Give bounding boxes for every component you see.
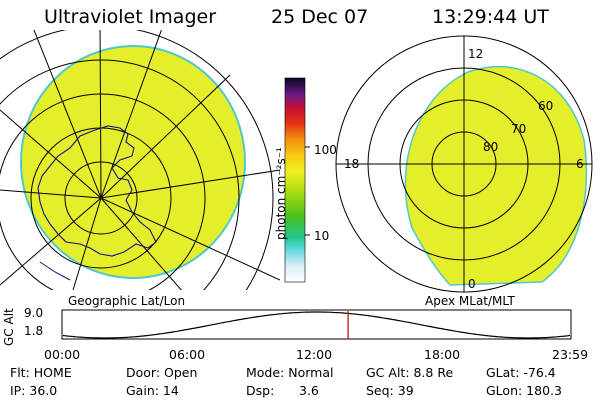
left-panel-caption: Geographic Lat/Lon (68, 294, 186, 308)
altitude-curve (62, 311, 571, 339)
mlt-label-6: 6 (576, 157, 584, 171)
uv-image-disk (20, 45, 246, 279)
altitude-tick-bottom: 1.8 (24, 324, 44, 338)
mlt-label-12: 12 (468, 47, 483, 61)
status-mode: Mode: Normal (246, 365, 334, 380)
colorbar-tick-100: 100 (314, 143, 337, 157)
status-glon: GLon: 180.3 (486, 383, 562, 398)
status-glat: GLat: -76.4 (486, 365, 556, 380)
time-tick-1200: 12:00 (296, 347, 333, 362)
status-dsp-value: 3.6 (299, 383, 319, 398)
time-tick-0600: 06:00 (169, 347, 206, 362)
geographic-image-panel (0, 30, 280, 290)
status-door: Door: Open (126, 365, 198, 380)
coastline (37, 125, 157, 257)
time-tick-2359: 23:59 (552, 347, 589, 362)
mlt-label-18: 18 (344, 157, 359, 171)
status-seq: Seq: 39 (366, 383, 414, 398)
status-gain: Gain: 14 (126, 383, 179, 398)
altitude-tick-top: 9.0 (24, 306, 44, 320)
status-ip: IP: 36.0 (10, 383, 58, 398)
status-gc-alt: GC Alt: 8.8 Re (366, 365, 454, 380)
longitude-lines (0, 30, 280, 290)
altitude-plot (61, 309, 572, 340)
coastline-fragment (39, 261, 71, 281)
instrument-title: Ultraviolet Imager (44, 6, 217, 28)
mlat-label-60: 60 (538, 99, 553, 113)
colorbar-tick-10: 10 (314, 229, 330, 243)
mlt-lines (336, 36, 592, 292)
right-panel-caption: Apex MLat/MLT (425, 294, 515, 308)
altitude-axis-label: GC Alt (2, 308, 16, 346)
mlat-label-80: 80 (483, 140, 498, 154)
date-label: 25 Dec 07 (271, 6, 369, 28)
time-label: 13:29:44 UT (432, 6, 549, 28)
time-tick-0000: 00:00 (44, 347, 81, 362)
altitude-plot-frame (61, 309, 572, 340)
colorbar (284, 77, 310, 283)
mlat-label-70: 70 (511, 122, 526, 136)
time-tick-1800: 18:00 (424, 347, 461, 362)
uv-image-region (404, 65, 588, 286)
colorbar-scale (284, 77, 306, 283)
mlt-label-0: 0 (468, 277, 476, 291)
status-flt: Flt: HOME (10, 365, 72, 380)
status-dsp-label: Dsp: (246, 383, 275, 398)
magnetic-image-panel: 12 18 6 0 60 70 80 (335, 35, 593, 293)
colorbar-unit-label: photon cm⁻²s⁻¹ (274, 147, 288, 240)
